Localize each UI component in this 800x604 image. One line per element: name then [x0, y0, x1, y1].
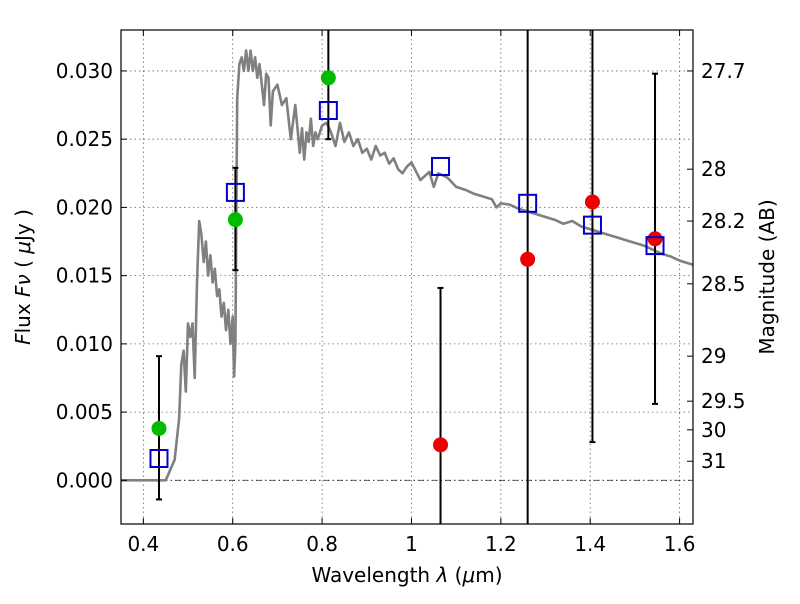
right-tick-label: 28.2	[701, 209, 746, 233]
right-tick-label: 29	[701, 344, 726, 368]
x-tick-label: 1	[405, 532, 418, 556]
y-axis-label: Flux Fν ( μJy )	[11, 209, 35, 345]
x-tick-label: 1.4	[574, 532, 606, 556]
math-symbol: ν	[11, 274, 35, 285]
detection-point	[151, 420, 167, 436]
y-tick-label: 0.020	[56, 195, 113, 219]
right-tick-label: 28.5	[701, 272, 746, 296]
nondetection-point	[584, 194, 600, 210]
x-tick-label: 0.8	[306, 532, 338, 556]
math-symbol: λ	[435, 563, 448, 587]
label-text: (	[448, 563, 462, 587]
label-text: m)	[475, 563, 502, 587]
math-symbol: μ	[11, 241, 35, 255]
math-symbol: F	[11, 285, 35, 297]
model-photometry-square	[149, 448, 169, 468]
ticks: 0.4 0.6 0.8 1 1.2 1.4 1.6 0.000 0.005 0.010 0.015 0…	[56, 30, 746, 556]
right-tick-label: 29.5	[701, 389, 746, 413]
model-photometry-square	[431, 156, 451, 176]
x-tick-label: 1.6	[664, 532, 696, 556]
nondetection-point	[433, 437, 449, 453]
label-text: (	[11, 254, 35, 275]
model-photometry-square	[225, 182, 245, 202]
label-text: Jy )	[11, 209, 35, 243]
plot-frame	[120, 29, 694, 525]
model-photometry-square	[582, 215, 602, 235]
right-tick-label: 28	[701, 157, 726, 181]
x-tick-label: 0.4	[127, 532, 159, 556]
x-axis-label: Wavelength λ (μm)	[311, 563, 502, 587]
label-text: lux	[11, 297, 35, 333]
label-text: Wavelength	[311, 563, 436, 587]
nondetection-point	[520, 251, 536, 267]
right-tick-label: 31	[701, 449, 726, 473]
right-y-axis-label: Magnitude (AB)	[755, 199, 779, 354]
detection-point	[227, 212, 243, 228]
y-tick-label: 0.015	[56, 264, 113, 288]
x-tick-label: 0.6	[217, 532, 249, 556]
y-tick-label: 0.010	[56, 332, 113, 356]
math-symbol: μ	[461, 563, 475, 587]
plot-area	[121, 30, 693, 524]
model-photometry-square	[318, 101, 338, 121]
model-photometry-square	[518, 193, 538, 213]
model-photometry-square	[645, 236, 665, 256]
y-tick-label: 0.000	[56, 468, 113, 492]
right-tick-label: 27.7	[701, 59, 746, 83]
detection-point	[320, 70, 336, 86]
x-tick-label: 1.2	[485, 532, 517, 556]
math-symbol: F	[11, 333, 35, 345]
nondetection-point	[647, 231, 663, 247]
right-tick-label: 30	[701, 418, 726, 442]
y-tick-label: 0.025	[56, 127, 113, 151]
y-tick-label: 0.030	[56, 59, 113, 83]
y-tick-label: 0.005	[56, 400, 113, 424]
